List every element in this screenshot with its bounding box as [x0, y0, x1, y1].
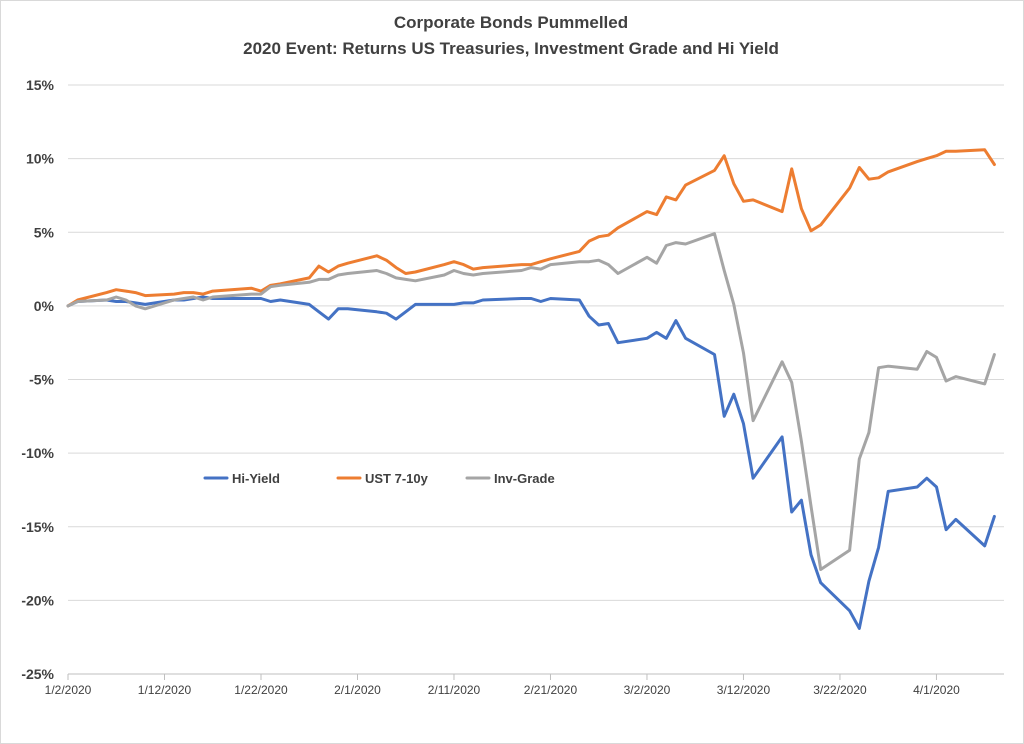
y-tick-label: 5% — [34, 224, 55, 240]
x-tick-label: 2/21/2020 — [524, 683, 578, 697]
x-tick-label: 3/12/2020 — [717, 683, 771, 697]
x-tick-label: 1/22/2020 — [234, 683, 288, 697]
x-tick-label: 2/1/2020 — [334, 683, 381, 697]
y-tick-label: 10% — [26, 151, 55, 167]
series-lines — [66, 148, 996, 630]
legend-label: Inv-Grade — [494, 471, 555, 486]
series-line-inv-grade — [66, 232, 996, 571]
y-tick-label: -25% — [21, 666, 54, 682]
legend-label: Hi-Yield — [232, 471, 280, 486]
y-tick-label: -20% — [21, 592, 54, 608]
y-tick-label: -15% — [21, 519, 54, 535]
x-tick-label: 2/11/2020 — [428, 683, 481, 697]
y-tick-label: -10% — [21, 445, 54, 461]
legend-label: UST 7-10y — [365, 471, 429, 486]
chart-subtitle: 2020 Event: Returns US Treasuries, Inves… — [243, 39, 779, 58]
x-tick-label: 4/1/2020 — [913, 683, 960, 697]
series-line-hi-yield — [66, 295, 996, 630]
legend: Hi-Yield UST 7-10y Inv-Grade — [203, 471, 555, 486]
x-tick-label: 1/2/2020 — [45, 683, 92, 697]
x-tick-label: 3/2/2020 — [624, 683, 671, 697]
y-tick-label: 0% — [34, 298, 55, 314]
y-tick-label: 15% — [26, 77, 55, 93]
x-axis: 1/2/2020 1/12/2020 1/22/2020 2/1/2020 2/11/2… — [45, 674, 960, 697]
series-line-ust-7-10y — [66, 148, 996, 308]
chart-title: Corporate Bonds Pummelled — [394, 13, 628, 32]
x-tick-label: 1/12/2020 — [138, 683, 192, 697]
y-tick-label: -5% — [29, 372, 54, 388]
gridlines — [68, 84, 1004, 675]
x-tick-label: 3/22/2020 — [813, 683, 867, 697]
y-axis-ticks: 15% 10% 5% 0% -5% -10% -15% -20% -25% — [21, 77, 54, 682]
